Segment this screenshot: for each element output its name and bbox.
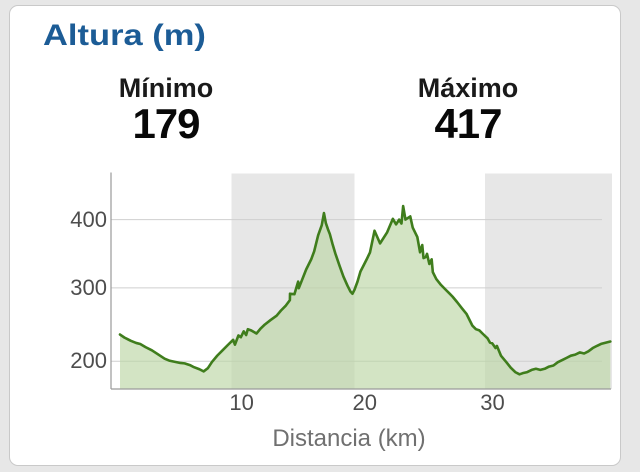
svg-text:10: 10: [229, 390, 253, 415]
svg-text:20: 20: [352, 390, 376, 415]
svg-text:200: 200: [70, 348, 107, 373]
svg-text:400: 400: [70, 207, 107, 232]
svg-text:300: 300: [70, 275, 107, 300]
svg-text:30: 30: [480, 390, 504, 415]
